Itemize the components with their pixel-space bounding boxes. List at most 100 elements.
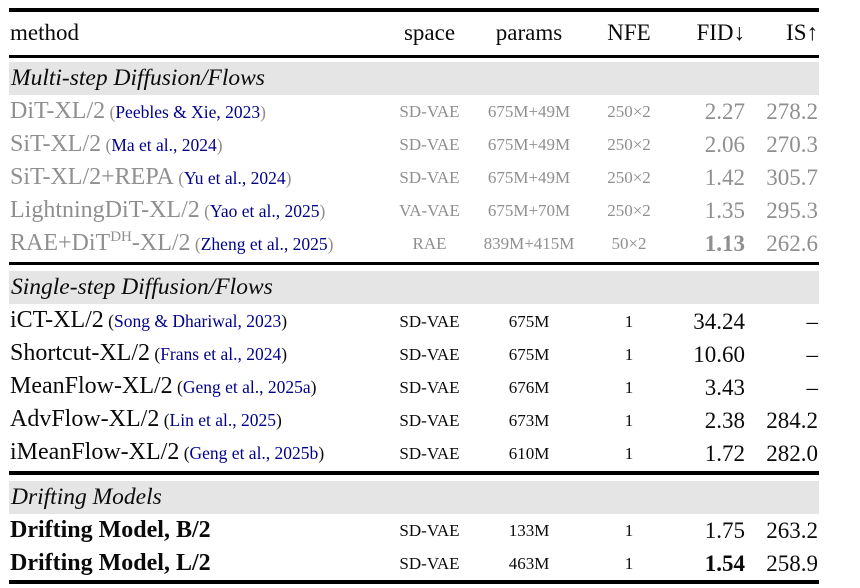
section-title: Drifting Models	[11, 483, 162, 510]
fid-cell: 1.13	[704, 231, 745, 256]
table-row: MeanFlow-XL/2 (Geng et al., 2025a) SD-VAE…	[9, 370, 819, 403]
method-name: iCT-XL/2	[10, 307, 104, 333]
method-cell: MeanFlow-XL/2 (Geng et al., 2025a)	[9, 370, 389, 404]
space-cell: RAE	[412, 234, 447, 253]
is-cell: 278.2	[766, 99, 818, 124]
method-name: Drifting Model, B/2	[10, 516, 211, 543]
params-cell: 675M	[508, 311, 550, 331]
table-bottom-rule	[9, 579, 819, 584]
fid-cell: 3.43	[704, 374, 745, 400]
is-cell: 270.3	[766, 132, 818, 157]
nfe-cell: 250×2	[607, 135, 651, 154]
params-cell: 839M+415M	[483, 234, 575, 253]
table-row: Drifting Model, L/2 SD-VAE 463M 1 1.54 258.9	[9, 547, 819, 580]
method-cell: SiT-XL/2 (Ma et al., 2024)	[9, 128, 389, 162]
fid-cell: 10.60	[693, 341, 745, 367]
table-body: Multi-step Diffusion/Flows DiT-XL/2 (Peeb…	[9, 61, 819, 580]
method-name: Drifting Model, L/2	[10, 549, 211, 576]
method-name: Shortcut-XL/2	[10, 340, 150, 366]
nfe-cell: 50×2	[611, 234, 647, 253]
nfe-cell: 1	[624, 553, 634, 573]
section-divider-rule	[9, 261, 819, 265]
citation-link[interactable]: Frans et al., 2024	[160, 344, 282, 364]
is-cell: 305.7	[766, 165, 818, 190]
method-cell: SiT-XL/2+REPA (Yu et al., 2024)	[9, 161, 389, 195]
is-cell: –	[806, 341, 819, 367]
section-header: Multi-step Diffusion/Flows	[9, 61, 819, 95]
params-cell: 463M	[508, 553, 550, 573]
section-title: Single-step Diffusion/Flows	[11, 274, 273, 300]
method-name: SiT-XL/2	[10, 130, 102, 157]
citation: (Frans et al., 2024)	[149, 344, 288, 364]
column-header-space: space	[403, 20, 456, 45]
citation: (Lin et al., 2025)	[159, 410, 282, 430]
is-cell: 263.2	[766, 517, 818, 543]
params-cell: 673M	[508, 410, 550, 430]
column-header-method: method	[10, 20, 79, 45]
params-cell: 675M+49M	[487, 102, 571, 121]
citation-link[interactable]: Song & Dhariwal, 2023	[114, 311, 282, 331]
fid-cell: 2.38	[704, 407, 745, 433]
citation-link[interactable]: Peebles & Xie, 2023	[115, 101, 261, 122]
column-header-params: params	[495, 20, 563, 45]
fid-cell: 1.42	[704, 165, 745, 190]
table-row: SiT-XL/2 (Ma et al., 2024) SD-VAE 675M+49M…	[9, 128, 819, 161]
space-cell: SD-VAE	[399, 410, 460, 430]
citation: (Geng et al., 2025b)	[179, 443, 325, 463]
citation-link[interactable]: Ma et al., 2024	[111, 134, 217, 155]
nfe-cell: 1	[624, 377, 634, 397]
table-row: AdvFlow-XL/2 (Lin et al., 2025) SD-VAE 673…	[9, 403, 819, 436]
params-cell: 675M	[508, 344, 550, 364]
method-cell: Drifting Model, B/2	[9, 514, 389, 547]
column-header-fid: FID↓	[696, 20, 745, 45]
method-name: iMeanFlow-XL/2	[10, 439, 180, 465]
is-cell: 284.2	[766, 407, 818, 433]
method-cell: LightningDiT-XL/2 (Yao et al., 2025)	[9, 194, 389, 228]
method-name: MeanFlow-XL/2	[10, 373, 173, 399]
method-superscript: DH	[110, 228, 132, 245]
citation-link[interactable]: Lin et al., 2025	[169, 410, 276, 430]
citation-link[interactable]: Yao et al., 2025	[209, 200, 320, 221]
table-header-row: method space params NFE FID↓ IS↑	[9, 12, 819, 55]
method-name: LightningDiT-XL/2	[10, 196, 200, 223]
section-title: Multi-step Diffusion/Flows	[11, 64, 265, 91]
params-cell: 676M	[508, 377, 550, 397]
space-cell: SD-VAE	[399, 520, 460, 540]
nfe-cell: 250×2	[607, 102, 651, 121]
citation: (Zheng et al., 2025)	[190, 233, 334, 254]
table-row: DiT-XL/2 (Peebles & Xie, 2023) SD-VAE 675M…	[9, 95, 819, 128]
table-row: iMeanFlow-XL/2 (Geng et al., 2025b) SD-VA…	[9, 436, 819, 469]
nfe-cell: 1	[624, 410, 634, 430]
column-header-nfe: NFE	[607, 20, 651, 45]
fid-cell: 1.72	[704, 440, 745, 466]
nfe-cell: 1	[624, 520, 634, 540]
space-cell: SD-VAE	[399, 553, 460, 573]
space-cell: SD-VAE	[399, 344, 460, 364]
results-table: method space params NFE FID↓ IS↑ Multi-s…	[9, 8, 819, 584]
space-cell: SD-VAE	[399, 135, 460, 154]
params-cell: 675M+49M	[487, 168, 571, 187]
citation-link[interactable]: Yu et al., 2024	[184, 167, 286, 188]
citation: (Ma et al., 2024)	[101, 134, 223, 155]
space-cell: SD-VAE	[399, 377, 460, 397]
is-cell: –	[806, 374, 819, 400]
table-row: SiT-XL/2+REPA (Yu et al., 2024) SD-VAE 675…	[9, 161, 819, 194]
citation: (Yu et al., 2024)	[173, 167, 292, 188]
method-cell: Shortcut-XL/2 (Frans et al., 2024)	[9, 337, 389, 371]
space-cell: SD-VAE	[399, 168, 460, 187]
space-cell: SD-VAE	[399, 443, 460, 463]
fid-cell: 2.06	[704, 132, 745, 157]
is-cell: –	[806, 308, 819, 334]
method-cell: Drifting Model, L/2	[9, 547, 389, 580]
method-name: DiT-XL/2	[10, 97, 106, 124]
citation-link[interactable]: Geng et al., 2025b	[189, 443, 319, 463]
params-cell: 675M+70M	[487, 201, 571, 220]
table-row: LightningDiT-XL/2 (Yao et al., 2025) VA-V…	[9, 194, 819, 227]
fid-cell: 34.24	[693, 308, 745, 334]
citation-link[interactable]: Zheng et al., 2025	[200, 233, 328, 254]
is-cell: 295.3	[766, 198, 818, 223]
citation: (Song & Dhariwal, 2023)	[103, 311, 288, 331]
space-cell: SD-VAE	[399, 311, 460, 331]
method-cell: iMeanFlow-XL/2 (Geng et al., 2025b)	[9, 436, 389, 470]
citation-link[interactable]: Geng et al., 2025a	[182, 377, 311, 397]
